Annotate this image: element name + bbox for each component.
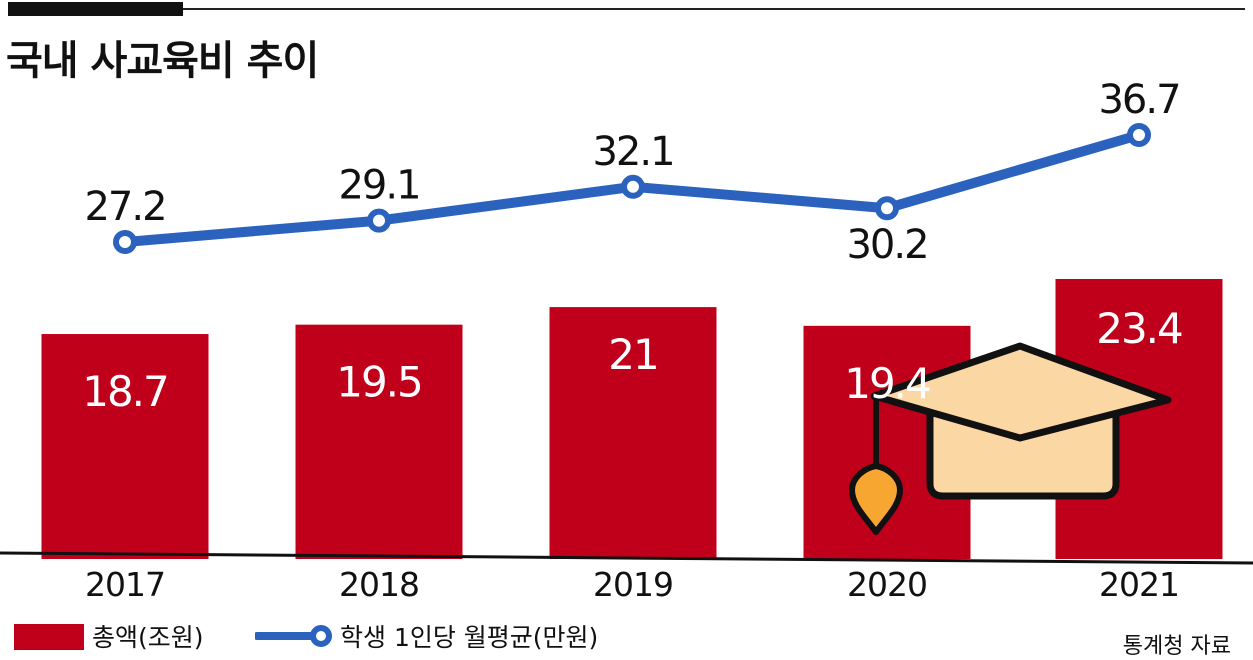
x-tick-label: 2021 [1099,565,1179,604]
x-tick-label: 2018 [339,565,419,604]
line-value-label: 36.7 [1098,77,1179,123]
title-accent-bar [8,2,183,16]
source-note: 통계청 자료 [1122,634,1231,659]
bar-value-label: 21 [608,330,657,379]
graduation-cap-icon [849,342,1172,535]
x-axis-baseline [0,551,1253,565]
line-value-label: 27.2 [84,184,165,230]
x-tick-label: 2019 [593,565,673,604]
line-value-label: 32.1 [592,129,673,175]
x-tick-label: 2020 [847,565,927,604]
line-value-label: 30.2 [846,222,927,268]
title-rule [183,8,1245,10]
legend-line-label: 학생 1인당 월평균(만원) [340,623,599,652]
legend-bar-swatch [14,624,84,650]
labels-layer: 18.7 19.5 21 19.4 23.4 27.2 29.1 32.1 30.2 36.7 [82,77,1184,416]
line-point-2020 [875,196,899,221]
bar-value-label: 19.5 [336,358,422,407]
legend-line-swatch [255,625,332,647]
legend-bar-label: 총액(조원) [92,623,204,652]
line-value-label: 29.1 [338,163,419,209]
line-point-2017 [113,230,137,254]
bar-value-label: 23.4 [1096,304,1182,353]
line-point-2018 [367,208,391,233]
chart-title: 국내 사교육비 추이 [6,38,319,84]
chart-plot: 18.7 19.5 21 19.4 23.4 27.2 29.1 32.1 30.2 36.7 2… [0,77,1253,604]
bar-2017 [41,334,209,559]
x-tick-label: 2017 [85,565,165,604]
bar-2019 [549,307,717,559]
line-point-2021 [1127,123,1151,147]
legend: 총액(조원) 학생 1인당 월평균(만원) 통계청 자료 [0,608,1253,660]
bar-value-label: 18.7 [82,367,168,416]
bar-2018 [295,324,463,559]
bar-value-label: 19.4 [844,359,930,408]
line-layer [113,123,1151,254]
line-point-2019 [621,174,645,199]
x-axis-ticks: 2017 2018 2019 2020 2021 [85,565,1180,604]
